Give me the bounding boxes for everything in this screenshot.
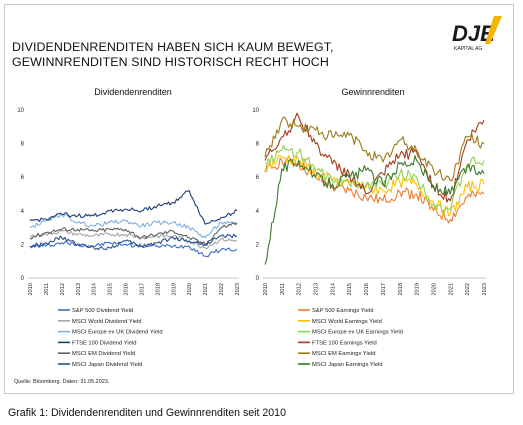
logo-swoosh-icon xyxy=(485,16,502,44)
source-note: Quelle: Bloomberg. Daten: 31.05.2023. xyxy=(14,379,110,385)
dje-logo: DJE KAPITAL AG xyxy=(452,16,502,52)
figure-caption: Grafik 1: Dividendenrenditen und Gewinnr… xyxy=(8,407,286,419)
logo-subtext: KAPITAL AG xyxy=(454,46,482,52)
headline: DIVIDENDENRENDITEN HABEN SICH KAUM BEWEG… xyxy=(12,40,334,69)
